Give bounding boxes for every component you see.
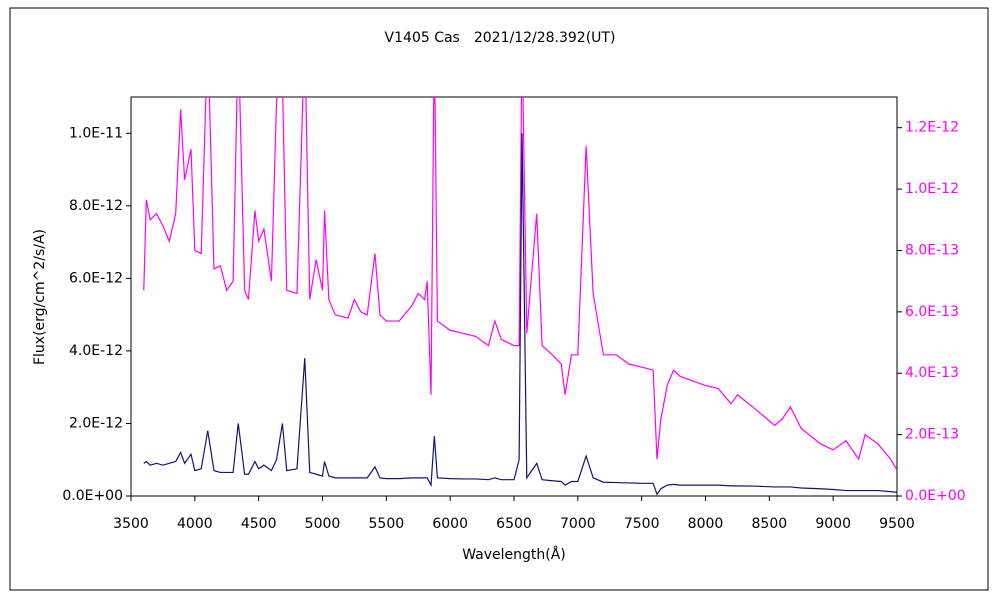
y2-tick-label: 4.0E-13 [905, 365, 959, 381]
x-tick-label: 5500 [369, 516, 405, 532]
x-tick-label: 6500 [496, 516, 532, 532]
x-tick-label: 7500 [624, 516, 660, 532]
spectrum-line [143, 97, 897, 471]
y-tick-label: 4.0E-12 [69, 343, 123, 359]
x-tick-label: 9500 [879, 516, 915, 532]
y-tick-label: 0.0E+00 [62, 488, 123, 504]
y2-tick-label: 2.0E-13 [905, 427, 959, 443]
y2-tick-label: 8.0E-13 [905, 242, 959, 258]
y2-tick-label: 6.0E-13 [905, 304, 959, 320]
y-tick-label: 6.0E-12 [69, 270, 123, 286]
y2-tick-label: 1.2E-12 [905, 120, 959, 136]
y2-tick-label: 0.0E+00 [905, 488, 966, 504]
x-tick-label: 9000 [815, 516, 851, 532]
chart-frame [9, 7, 989, 591]
x-tick-label: 5000 [305, 516, 341, 532]
y-tick-label: 8.0E-12 [69, 198, 123, 214]
y-tick-label: 2.0E-12 [69, 415, 123, 431]
x-tick-label: 6000 [432, 516, 468, 532]
x-axis-label: Wavelength(Å) [462, 546, 566, 563]
y-axis-label: Flux(erg/cm^2/s/A) [32, 229, 48, 365]
x-tick-label: 8500 [752, 516, 788, 532]
x-tick-label: 4000 [177, 516, 213, 532]
x-tick-label: 7000 [560, 516, 596, 532]
spectrum-line [143, 133, 897, 496]
y-tick-label: 1.0E-11 [69, 125, 123, 141]
x-tick-label: 4500 [241, 516, 277, 532]
y2-tick-label: 1.0E-12 [905, 181, 959, 197]
x-tick-label: 3500 [113, 516, 149, 532]
x-tick-label: 8000 [688, 516, 724, 532]
chart-title: V1405 Cas 2021/12/28.392(UT) [385, 30, 616, 46]
